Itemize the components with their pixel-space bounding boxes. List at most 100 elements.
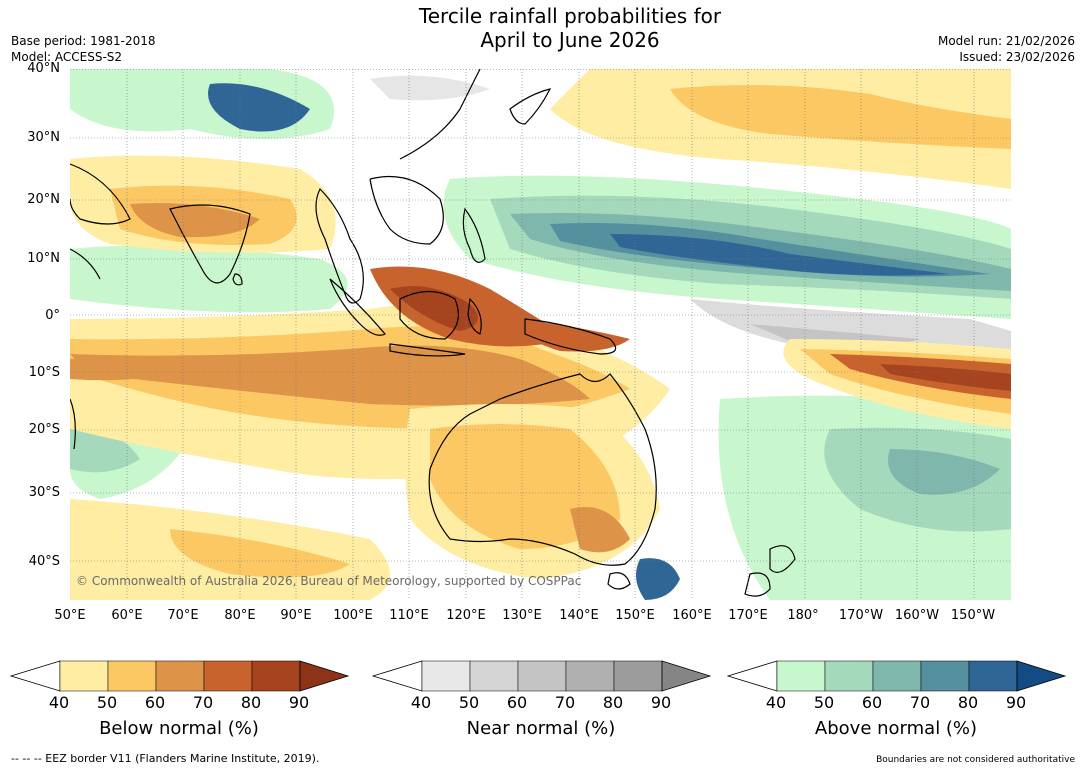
- below-normal-region: [70, 345, 590, 406]
- colorbar-tick: 90: [1005, 693, 1027, 712]
- colorbar-tick: 70: [554, 693, 576, 712]
- colorbar-segment: [824, 660, 874, 692]
- lon-label: 140°E: [559, 608, 599, 623]
- lon-label: 100°E: [333, 608, 373, 623]
- graticule: [70, 69, 1011, 600]
- colorbar-segment: [517, 660, 567, 692]
- colorbar-tick: 50: [96, 693, 118, 712]
- title-line-1: Tercile rainfall probabilities for: [418, 4, 722, 28]
- title-line-2: April to June 2026: [480, 28, 660, 52]
- colorbar-segment: [920, 660, 970, 692]
- below-normal-region: [880, 364, 1011, 391]
- above-normal-region: [888, 449, 1000, 495]
- map-copyright: © Commonwealth of Australia 2026, Bureau…: [76, 574, 582, 588]
- colorbar-tick: 40: [410, 693, 432, 712]
- colorbar-label-above-normal: Above normal (%): [814, 718, 978, 739]
- below-normal-region: [510, 319, 630, 352]
- issued-date: Issued: 23/02/2026: [959, 50, 1075, 64]
- below-normal-region: [570, 507, 630, 553]
- lat-label: 10°S: [28, 365, 60, 380]
- boundary-disclaimer: Boundaries are not considered authoritat…: [876, 755, 1075, 765]
- colorbar-tick: 90: [650, 693, 672, 712]
- colorbar-label-near-normal: Near normal (%): [466, 718, 616, 739]
- lon-label: 130°E: [502, 608, 542, 623]
- colorbar-extend-low: [727, 660, 778, 692]
- below-normal-region: [670, 85, 1011, 149]
- colorbar-segment: [872, 660, 922, 692]
- colorbar-extend-high: [661, 660, 712, 692]
- lat-label: 10°N: [27, 251, 60, 266]
- model-name: Model: ACCESS-S2: [11, 50, 123, 64]
- lat-label: 20°S: [28, 422, 60, 437]
- colorbar-segment: [155, 660, 205, 692]
- lon-label: 180°: [787, 608, 819, 623]
- lon-label: 160°W: [894, 608, 940, 623]
- colorbar-tick: 60: [144, 693, 166, 712]
- lat-label: 20°N: [27, 192, 60, 207]
- lat-label: 30°S: [28, 485, 60, 500]
- meta-left: Base period: 1981-2018 Model: ACCESS-S2: [11, 33, 156, 65]
- lat-label: 40°S: [28, 554, 60, 569]
- colorbar-segment: [107, 660, 157, 692]
- colorbar-tick: 60: [506, 693, 528, 712]
- above-normal-region: [610, 234, 950, 276]
- below-normal-region: [70, 357, 180, 381]
- lat-label: 0°: [45, 308, 60, 323]
- lon-label: 70°E: [167, 608, 199, 623]
- map-svg: [70, 69, 1011, 600]
- lon-label: 150°W: [950, 608, 996, 623]
- colorbar-tick: 80: [957, 693, 979, 712]
- chart-title: Tercile rainfall probabilities for April…: [360, 4, 780, 52]
- below-normal-region: [390, 286, 478, 331]
- meta-right: Model run: 21/02/2026 Issued: 23/02/2026: [938, 33, 1075, 65]
- lat-label: 30°N: [27, 130, 60, 145]
- colorbar-tick: 80: [602, 693, 624, 712]
- colorbar-segment: [251, 660, 301, 692]
- lon-label: 170°W: [838, 608, 884, 623]
- colorbar-segment: [203, 660, 253, 692]
- colorbar-segment: [421, 660, 471, 692]
- colorbar-segment: [968, 660, 1018, 692]
- colorbar-tick: 80: [240, 693, 262, 712]
- lat-label: 40°N: [27, 61, 60, 76]
- colorbar-tick: 40: [765, 693, 787, 712]
- lon-label: 110°E: [389, 608, 429, 623]
- colorbar-tick: 50: [813, 693, 835, 712]
- colorbar-above-normal: [727, 660, 1067, 692]
- above-normal-region: [636, 558, 680, 600]
- colorbar-tick: 90: [288, 693, 310, 712]
- lon-label: 120°E: [446, 608, 486, 623]
- below-normal-region: [170, 529, 350, 578]
- colorbar-tick: 40: [48, 693, 70, 712]
- colorbar-tick: 70: [909, 693, 931, 712]
- above-normal-region: [208, 83, 310, 132]
- colorbar-near-normal: [372, 660, 712, 692]
- colorbar-segment: [776, 660, 826, 692]
- colorbar-extend-high: [1016, 660, 1067, 692]
- map-panel: [70, 69, 1011, 600]
- colorbar-segment: [565, 660, 615, 692]
- lon-label: 60°E: [111, 608, 143, 623]
- colorbar-segment: [469, 660, 519, 692]
- colorbar-tick: 60: [861, 693, 883, 712]
- colorbar-segment: [59, 660, 109, 692]
- base-period: Base period: 1981-2018: [11, 34, 156, 48]
- coastlines: [70, 69, 796, 597]
- colorbar-below-normal: [10, 660, 350, 692]
- colorbar-tick: 70: [192, 693, 214, 712]
- lon-label: 170°E: [728, 608, 768, 623]
- lon-label: 150°E: [615, 608, 655, 623]
- colorbar-extend-low: [10, 660, 61, 692]
- lon-label: 160°E: [672, 608, 712, 623]
- lon-label: 90°E: [280, 608, 312, 623]
- colorbar-label-below-normal: Below normal (%): [99, 718, 259, 739]
- below-normal-region: [130, 203, 260, 238]
- colorbar-extend-low: [372, 660, 423, 692]
- lon-label: 50°E: [54, 608, 86, 623]
- colorbar-segment: [613, 660, 663, 692]
- eez-note: -- -- -- EEZ border V11 (Flanders Marine…: [11, 752, 320, 765]
- lon-label: 80°E: [224, 608, 256, 623]
- colorbar-extend-high: [299, 660, 350, 692]
- near-normal-region: [370, 75, 490, 101]
- model-run: Model run: 21/02/2026: [937, 34, 1075, 48]
